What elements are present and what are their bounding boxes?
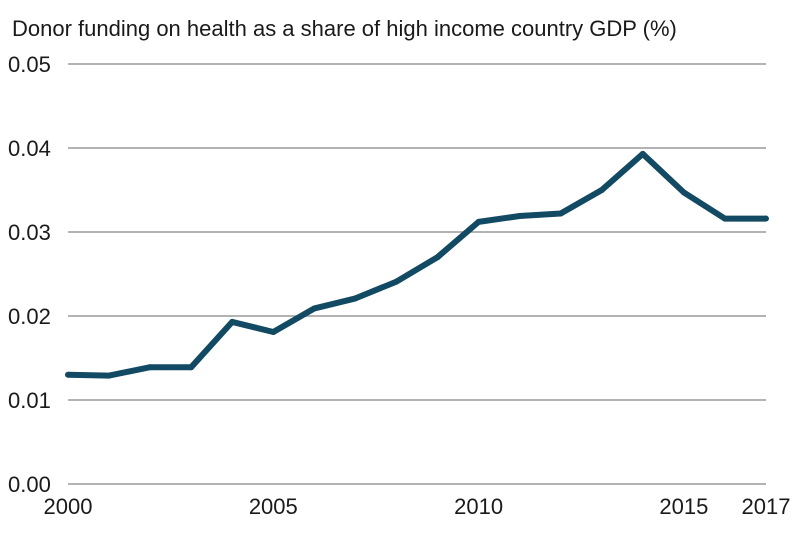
data-point: [721, 215, 728, 222]
y-tick-label: 0.01: [8, 388, 51, 413]
y-tick-label: 0.00: [8, 472, 51, 497]
x-tick-label: 2005: [249, 494, 298, 519]
data-point: [188, 364, 195, 371]
data-point: [557, 210, 564, 217]
data-point: [763, 215, 769, 222]
data-point: [680, 189, 687, 196]
y-axis-ticks: 0.00 0.01 0.02 0.03 0.04 0.05: [8, 52, 51, 497]
data-point: [639, 150, 646, 157]
gridlines: [68, 63, 766, 485]
y-tick-label: 0.04: [8, 136, 51, 161]
data-point: [516, 213, 523, 220]
series-layer: [65, 150, 769, 379]
data-point: [598, 187, 605, 193]
x-tick-label: 2015: [659, 494, 708, 519]
data-point: [147, 364, 154, 371]
y-tick-label: 0.05: [8, 52, 51, 77]
data-point: [311, 305, 318, 312]
data-point: [65, 371, 71, 378]
chart-title: Donor funding on health as a share of hi…: [12, 16, 677, 41]
data-point: [270, 328, 277, 335]
data-point: [352, 295, 359, 302]
data-point: [393, 278, 400, 285]
data-point: [106, 372, 113, 379]
data-point: [229, 318, 236, 325]
x-axis-ticks: 2000 2005 2010 2015 2017: [44, 494, 791, 519]
y-tick-label: 0.03: [8, 220, 51, 245]
x-tick-label: 2000: [44, 494, 93, 519]
data-point: [434, 254, 441, 261]
y-tick-label: 0.02: [8, 304, 51, 329]
x-tick-label: 2017: [742, 494, 791, 519]
series-line: [67, 150, 766, 379]
data-point: [475, 218, 482, 225]
x-tick-label: 2010: [454, 494, 503, 519]
